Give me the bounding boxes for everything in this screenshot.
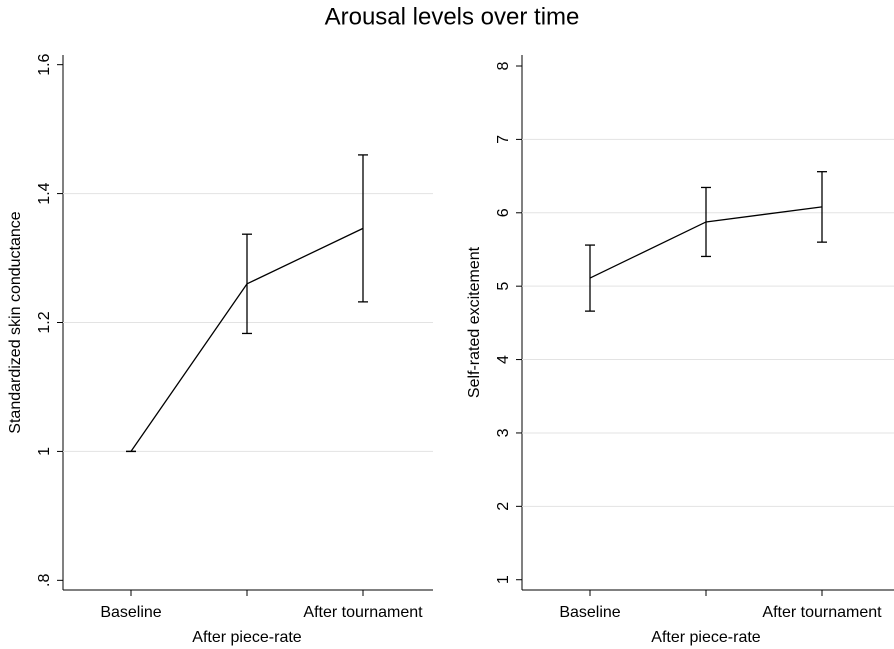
error-bar bbox=[817, 171, 827, 243]
y-axis-label: Self-rated excitement bbox=[466, 246, 483, 398]
error-bar bbox=[701, 186, 711, 258]
x-tick-label: Baseline bbox=[100, 604, 161, 621]
error-bar bbox=[585, 244, 595, 312]
y-tick-label: 7 bbox=[495, 135, 512, 144]
y-tick-label: 8 bbox=[495, 61, 512, 70]
y-tick-label: 5 bbox=[495, 282, 512, 291]
y-tick-label: 1 bbox=[36, 447, 53, 456]
chart-title: Arousal levels over time bbox=[325, 3, 580, 30]
y-tick-label: 1 bbox=[495, 575, 512, 584]
x-tick-label: After tournament bbox=[303, 604, 423, 621]
y-tick-label: 1.4 bbox=[36, 182, 53, 204]
y-tick-label: 6 bbox=[495, 208, 512, 217]
x-tick-label: After piece-rate bbox=[651, 629, 760, 646]
y-tick-label: 3 bbox=[495, 428, 512, 437]
y-tick-label: 2 bbox=[495, 502, 512, 511]
y-tick-label: 4 bbox=[495, 355, 512, 364]
y-tick-label: 1.6 bbox=[36, 53, 53, 75]
y-tick-label: 1.2 bbox=[36, 311, 53, 333]
x-tick-label: After tournament bbox=[762, 604, 882, 621]
y-axis-label: Standardized skin conductance bbox=[7, 211, 24, 433]
error-bar bbox=[242, 233, 252, 335]
error-bar bbox=[358, 154, 368, 303]
x-tick-label: After piece-rate bbox=[192, 629, 301, 646]
x-tick-label: Baseline bbox=[559, 604, 620, 621]
y-tick-label: .8 bbox=[36, 574, 53, 587]
